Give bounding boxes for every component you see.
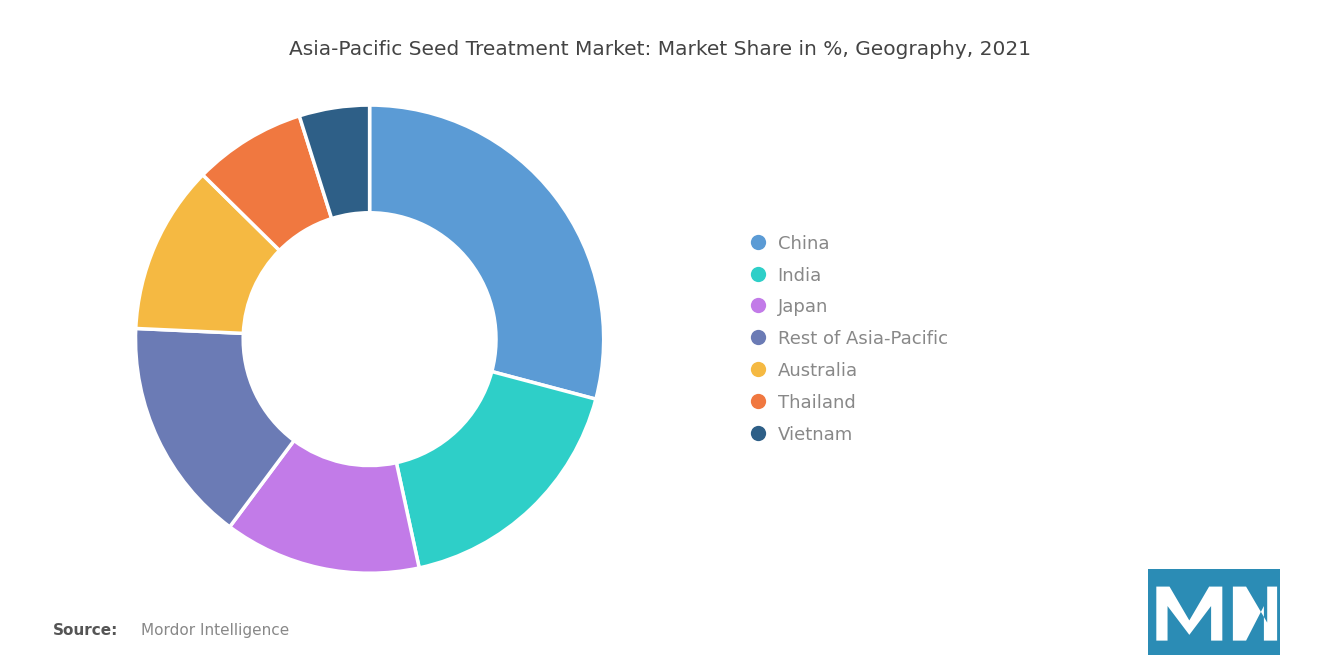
Text: Mordor Intelligence: Mordor Intelligence (141, 623, 289, 638)
Text: Source:: Source: (53, 623, 119, 638)
Wedge shape (136, 175, 280, 333)
Wedge shape (300, 105, 370, 219)
Wedge shape (203, 116, 331, 251)
FancyBboxPatch shape (1146, 567, 1282, 657)
Wedge shape (136, 329, 294, 527)
Legend: China, India, Japan, Rest of Asia-Pacific, Australia, Thailand, Vietnam: China, India, Japan, Rest of Asia-Pacifi… (742, 225, 957, 453)
Wedge shape (370, 105, 603, 399)
Polygon shape (1156, 587, 1222, 640)
Polygon shape (1233, 587, 1276, 640)
Text: Asia-Pacific Seed Treatment Market: Market Share in %, Geography, 2021: Asia-Pacific Seed Treatment Market: Mark… (289, 40, 1031, 59)
Wedge shape (396, 372, 595, 568)
Wedge shape (230, 440, 420, 573)
